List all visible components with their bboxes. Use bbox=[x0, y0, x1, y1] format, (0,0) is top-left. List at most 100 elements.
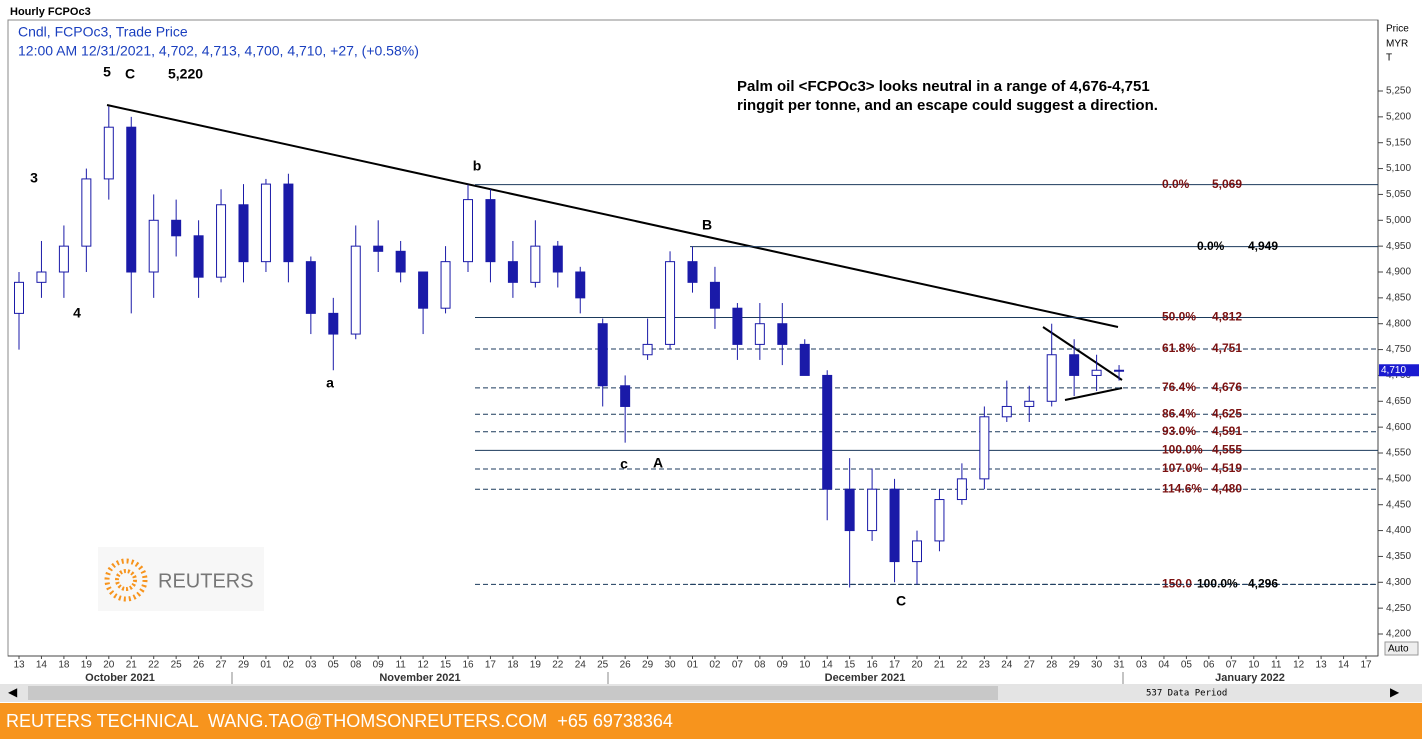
candle-body bbox=[58, 245, 69, 273]
y-tick-label: 5,200 bbox=[1386, 111, 1411, 122]
candle-body bbox=[979, 416, 990, 480]
last-price-tag bbox=[1379, 364, 1419, 377]
fib-pct: 150.0 bbox=[1162, 577, 1192, 591]
x-tick-label: 20 bbox=[103, 660, 115, 671]
y-tick-label: 4,750 bbox=[1386, 344, 1411, 355]
legend-line: 12:00 AM 12/31/2021, 4,702, 4,713, 4,700… bbox=[18, 43, 419, 59]
x-tick-label: 13 bbox=[1316, 660, 1328, 671]
chart: Hourly FCPOc3 Cndl, FCPOc3, Trade Price … bbox=[0, 5, 1422, 702]
triangle-lower bbox=[1064, 387, 1123, 401]
y-axis-title: Price bbox=[1386, 24, 1409, 35]
fib-pct: 50.0% bbox=[1162, 310, 1196, 324]
candle-body bbox=[14, 281, 24, 314]
candle-body bbox=[418, 271, 429, 309]
fib-price: 4,625 bbox=[1212, 406, 1242, 420]
y-tick-label: 4,950 bbox=[1386, 241, 1411, 252]
auto-button[interactable] bbox=[1384, 641, 1419, 656]
candle-body bbox=[1001, 405, 1012, 418]
candle-body bbox=[350, 245, 361, 335]
x-tick-label: 19 bbox=[530, 660, 542, 671]
x-tick-label: 14 bbox=[36, 660, 48, 671]
logo-mark bbox=[115, 569, 137, 591]
candle-body bbox=[507, 261, 518, 283]
fib-price: 4,591 bbox=[1212, 424, 1242, 438]
candle-body bbox=[193, 235, 204, 278]
candle-body bbox=[799, 343, 810, 376]
candle-body bbox=[575, 271, 586, 299]
x-tick-label: 29 bbox=[1069, 660, 1081, 671]
x-tick-label: 12 bbox=[418, 660, 430, 671]
candle-body bbox=[934, 499, 945, 542]
x-tick-label: 18 bbox=[507, 660, 519, 671]
x-tick-label: 09 bbox=[777, 660, 789, 671]
x-tick-label: 05 bbox=[328, 660, 340, 671]
month-label: December 2021 bbox=[825, 672, 906, 684]
x-tick-label: 22 bbox=[956, 660, 968, 671]
candle-body bbox=[126, 126, 137, 273]
scroll-left[interactable]: ◀ bbox=[8, 685, 18, 699]
scroll-thumb[interactable] bbox=[28, 686, 998, 700]
logo-mark bbox=[104, 558, 148, 602]
y-tick-label: 4,550 bbox=[1386, 448, 1411, 459]
scroll-right[interactable]: ▶ bbox=[1390, 685, 1400, 699]
y-tick-label: 5,100 bbox=[1386, 163, 1411, 174]
x-tick-label: 09 bbox=[373, 660, 385, 671]
x-tick-label: 08 bbox=[754, 660, 766, 671]
x-tick-label: 16 bbox=[462, 660, 474, 671]
x-tick-label: 02 bbox=[709, 660, 721, 671]
y-tick-label: 4,500 bbox=[1386, 473, 1411, 484]
triangle-upper bbox=[1042, 326, 1123, 381]
candle-body bbox=[1069, 354, 1080, 376]
x-tick-label: 16 bbox=[867, 660, 879, 671]
x-tick-label: 12 bbox=[1293, 660, 1305, 671]
scroll-label: 537 Data Period bbox=[1146, 689, 1227, 699]
wave-label: C bbox=[125, 66, 135, 82]
candle-body bbox=[844, 488, 855, 532]
candle-body bbox=[754, 323, 765, 345]
x-tick-label: 02 bbox=[283, 660, 295, 671]
candle-body bbox=[687, 261, 698, 283]
fib-pct: 76.4% bbox=[1162, 380, 1196, 394]
x-tick-label: 29 bbox=[238, 660, 250, 671]
x-tick-label: 27 bbox=[215, 660, 227, 671]
candle-body bbox=[238, 204, 249, 263]
x-tick-label: 18 bbox=[58, 660, 70, 671]
logo-text: REUTERS bbox=[158, 570, 254, 592]
wave-label: C bbox=[896, 593, 906, 609]
candle-body bbox=[148, 219, 159, 273]
x-tick-label: 14 bbox=[1338, 660, 1350, 671]
x-tick-label: 29 bbox=[642, 660, 654, 671]
candle-body bbox=[485, 199, 496, 263]
fib-price: 4,676 bbox=[1212, 380, 1242, 394]
fib-pct: 114.6% bbox=[1162, 481, 1202, 495]
y-tick-label: 5,150 bbox=[1386, 137, 1411, 148]
x-tick-label: 07 bbox=[1226, 660, 1238, 671]
x-tick-label: 14 bbox=[822, 660, 834, 671]
candle-body bbox=[103, 126, 114, 180]
fib-pct: 0.0% bbox=[1197, 239, 1225, 253]
month-label: January 2022 bbox=[1215, 672, 1285, 684]
y-tick-label: 4,450 bbox=[1386, 499, 1411, 510]
auto-button-label[interactable]: Auto bbox=[1388, 644, 1409, 655]
candle-body bbox=[867, 488, 878, 532]
candle-body bbox=[1091, 369, 1102, 376]
wave-label: 3 bbox=[30, 170, 38, 186]
candle-body bbox=[777, 323, 788, 345]
last-price-label: 4,710 bbox=[1381, 365, 1406, 376]
candle-body bbox=[305, 261, 316, 314]
x-tick-label: 26 bbox=[193, 660, 205, 671]
fib-pct: 93.0% bbox=[1162, 424, 1196, 438]
fib-price: 4,751 bbox=[1212, 341, 1242, 355]
wave-label: a bbox=[326, 375, 334, 391]
y-tick-label: 5,000 bbox=[1386, 215, 1411, 226]
y-tick-label: 4,300 bbox=[1386, 577, 1411, 588]
x-tick-label: 17 bbox=[889, 660, 901, 671]
y-tick-label: 4,850 bbox=[1386, 292, 1411, 303]
fib-price: 4,812 bbox=[1212, 310, 1242, 324]
x-tick-label: 07 bbox=[732, 660, 744, 671]
month-label: October 2021 bbox=[85, 672, 155, 684]
y-tick-label: 4,800 bbox=[1386, 318, 1411, 329]
y-tick-label: 4,650 bbox=[1386, 396, 1411, 407]
annotation: Palm oil <FCPOc3> looks neutral in a ran… bbox=[737, 78, 1150, 95]
